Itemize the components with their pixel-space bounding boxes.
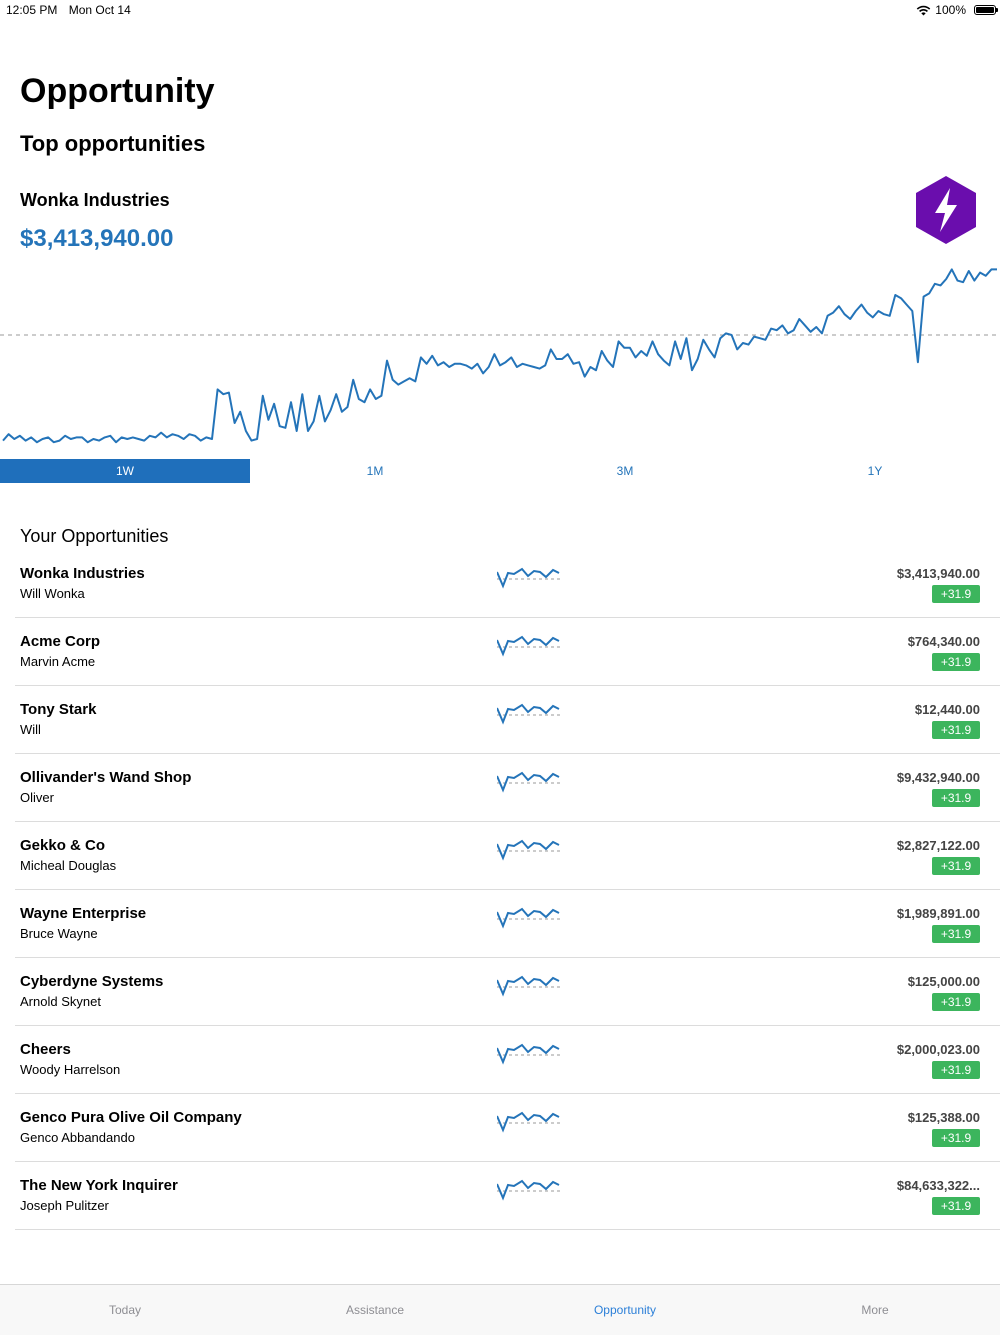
lightning-hexagon-icon xyxy=(916,176,976,244)
opportunity-name: Wonka Industries xyxy=(20,565,145,582)
opportunity-name: Cheers xyxy=(20,1041,71,1058)
sparkline-chart xyxy=(497,567,561,589)
change-badge: +31.9 xyxy=(932,857,980,875)
tab-more[interactable]: More xyxy=(861,1303,889,1317)
change-badge: +31.9 xyxy=(932,925,980,943)
range-tab-1y[interactable]: 1Y xyxy=(867,464,883,478)
featured-company-name: Wonka Industries xyxy=(20,190,170,210)
opportunity-list: Wonka Industries Will Wonka $3,413,940.0… xyxy=(15,550,1000,1230)
opportunity-contact: Oliver xyxy=(20,790,54,805)
opportunity-name: Wayne Enterprise xyxy=(20,905,147,922)
list-item[interactable]: Cyberdyne Systems Arnold Skynet $125,000… xyxy=(15,958,1000,1026)
sparkline-chart xyxy=(497,771,561,793)
opportunity-amount: $2,827,122.00 xyxy=(896,838,980,853)
tab-opportunity[interactable]: Opportunity xyxy=(593,1303,657,1317)
change-badge: +31.9 xyxy=(932,653,980,671)
list-item[interactable]: The New York Inquirer Joseph Pulitzer $8… xyxy=(15,1162,1000,1230)
sparkline-chart xyxy=(497,1043,561,1065)
chart-series-line xyxy=(2,268,997,444)
opportunity-name: The New York Inquirer xyxy=(20,1177,178,1194)
list-item[interactable]: Genco Pura Olive Oil Company Genco Abban… xyxy=(15,1094,1000,1162)
opportunity-name: Genco Pura Olive Oil Company xyxy=(20,1109,242,1126)
main-chart xyxy=(0,268,1000,444)
list-item[interactable]: Wayne Enterprise Bruce Wayne $1,989,891.… xyxy=(15,890,1000,958)
opportunity-amount: $84,633,322... xyxy=(896,1178,980,1193)
opportunity-contact: Joseph Pulitzer xyxy=(20,1198,109,1213)
opportunity-amount: $125,388.00 xyxy=(907,1110,980,1125)
featured-value: $3,413,940.00 xyxy=(20,225,174,252)
section-title: Top opportunities xyxy=(20,131,206,156)
change-badge: +31.9 xyxy=(932,993,980,1011)
opportunity-amount: $12,440.00 xyxy=(914,702,980,717)
opportunity-name: Acme Corp xyxy=(20,633,101,650)
sparkline-chart xyxy=(497,975,561,997)
range-tabs: 1W 1M 3M 1Y xyxy=(0,459,1000,483)
list-item[interactable]: Gekko & Co Micheal Douglas $2,827,122.00… xyxy=(15,822,1000,890)
battery-icon xyxy=(974,5,998,15)
opportunity-amount: $1,989,891.00 xyxy=(896,906,980,921)
change-badge: +31.9 xyxy=(932,721,980,739)
list-item[interactable]: Tony Stark Will $12,440.00 +31.9 xyxy=(15,686,1000,754)
opportunity-contact: Bruce Wayne xyxy=(20,926,98,941)
opportunity-name: Cyberdyne Systems xyxy=(20,973,164,990)
opportunity-amount: $3,413,940.00 xyxy=(896,566,980,581)
status-right: 100% xyxy=(916,3,966,17)
opportunity-contact: Micheal Douglas xyxy=(20,858,117,873)
sparkline-chart xyxy=(497,703,561,725)
change-badge: +31.9 xyxy=(932,1197,980,1215)
change-badge: +31.9 xyxy=(932,789,980,807)
page-title: Opportunity xyxy=(20,72,215,110)
opportunity-name: Ollivander's Wand Shop xyxy=(20,769,192,786)
range-tab-1m[interactable]: 1M xyxy=(366,464,384,478)
range-tab-1w[interactable]: 1W xyxy=(0,459,250,483)
change-badge: +31.9 xyxy=(932,1061,980,1079)
opportunity-name: Tony Stark xyxy=(20,701,97,718)
opportunity-contact: Will xyxy=(20,722,41,737)
status-time: 12:05 PM xyxy=(6,3,58,17)
battery-percent: 100% xyxy=(935,3,966,17)
opportunity-amount: $764,340.00 xyxy=(907,634,980,649)
opportunity-contact: Arnold Skynet xyxy=(20,994,101,1009)
change-badge: +31.9 xyxy=(932,585,980,603)
sparkline-chart xyxy=(497,1111,561,1133)
list-item[interactable]: Wonka Industries Will Wonka $3,413,940.0… xyxy=(15,550,1000,618)
opportunity-contact: Woody Harrelson xyxy=(20,1062,121,1077)
opportunity-name: Gekko & Co xyxy=(20,837,106,854)
sparkline-chart xyxy=(497,1179,561,1201)
change-badge: +31.9 xyxy=(932,1129,980,1147)
sparkline-chart xyxy=(497,839,561,861)
opportunity-contact: Genco Abbandando xyxy=(20,1130,135,1145)
status-left: 12:05 PM Mon Oct 14 xyxy=(6,3,139,17)
opportunity-contact: Will Wonka xyxy=(20,586,85,601)
opportunity-amount: $9,432,940.00 xyxy=(896,770,980,785)
list-item[interactable]: Cheers Woody Harrelson $2,000,023.00 +31… xyxy=(15,1026,1000,1094)
range-tab-3m[interactable]: 3M xyxy=(616,464,634,478)
list-item[interactable]: Ollivander's Wand Shop Oliver $9,432,940… xyxy=(15,754,1000,822)
opportunity-amount: $125,000.00 xyxy=(907,974,980,989)
list-item[interactable]: Acme Corp Marvin Acme $764,340.00 +31.9 xyxy=(15,618,1000,686)
opportunity-contact: Marvin Acme xyxy=(20,654,96,669)
status-bar: 12:05 PM Mon Oct 14 100% xyxy=(0,0,1000,22)
sparkline-chart xyxy=(497,907,561,929)
sparkline-chart xyxy=(497,635,561,657)
wifi-icon xyxy=(917,5,931,15)
tab-assistance[interactable]: Assistance xyxy=(345,1303,405,1317)
list-title: Your Opportunities xyxy=(20,526,169,546)
tab-today[interactable]: Today xyxy=(108,1303,142,1317)
opportunity-amount: $2,000,023.00 xyxy=(896,1042,980,1057)
tab-bar: Today Assistance Opportunity More xyxy=(0,1284,1000,1335)
status-date: Mon Oct 14 xyxy=(68,3,131,17)
